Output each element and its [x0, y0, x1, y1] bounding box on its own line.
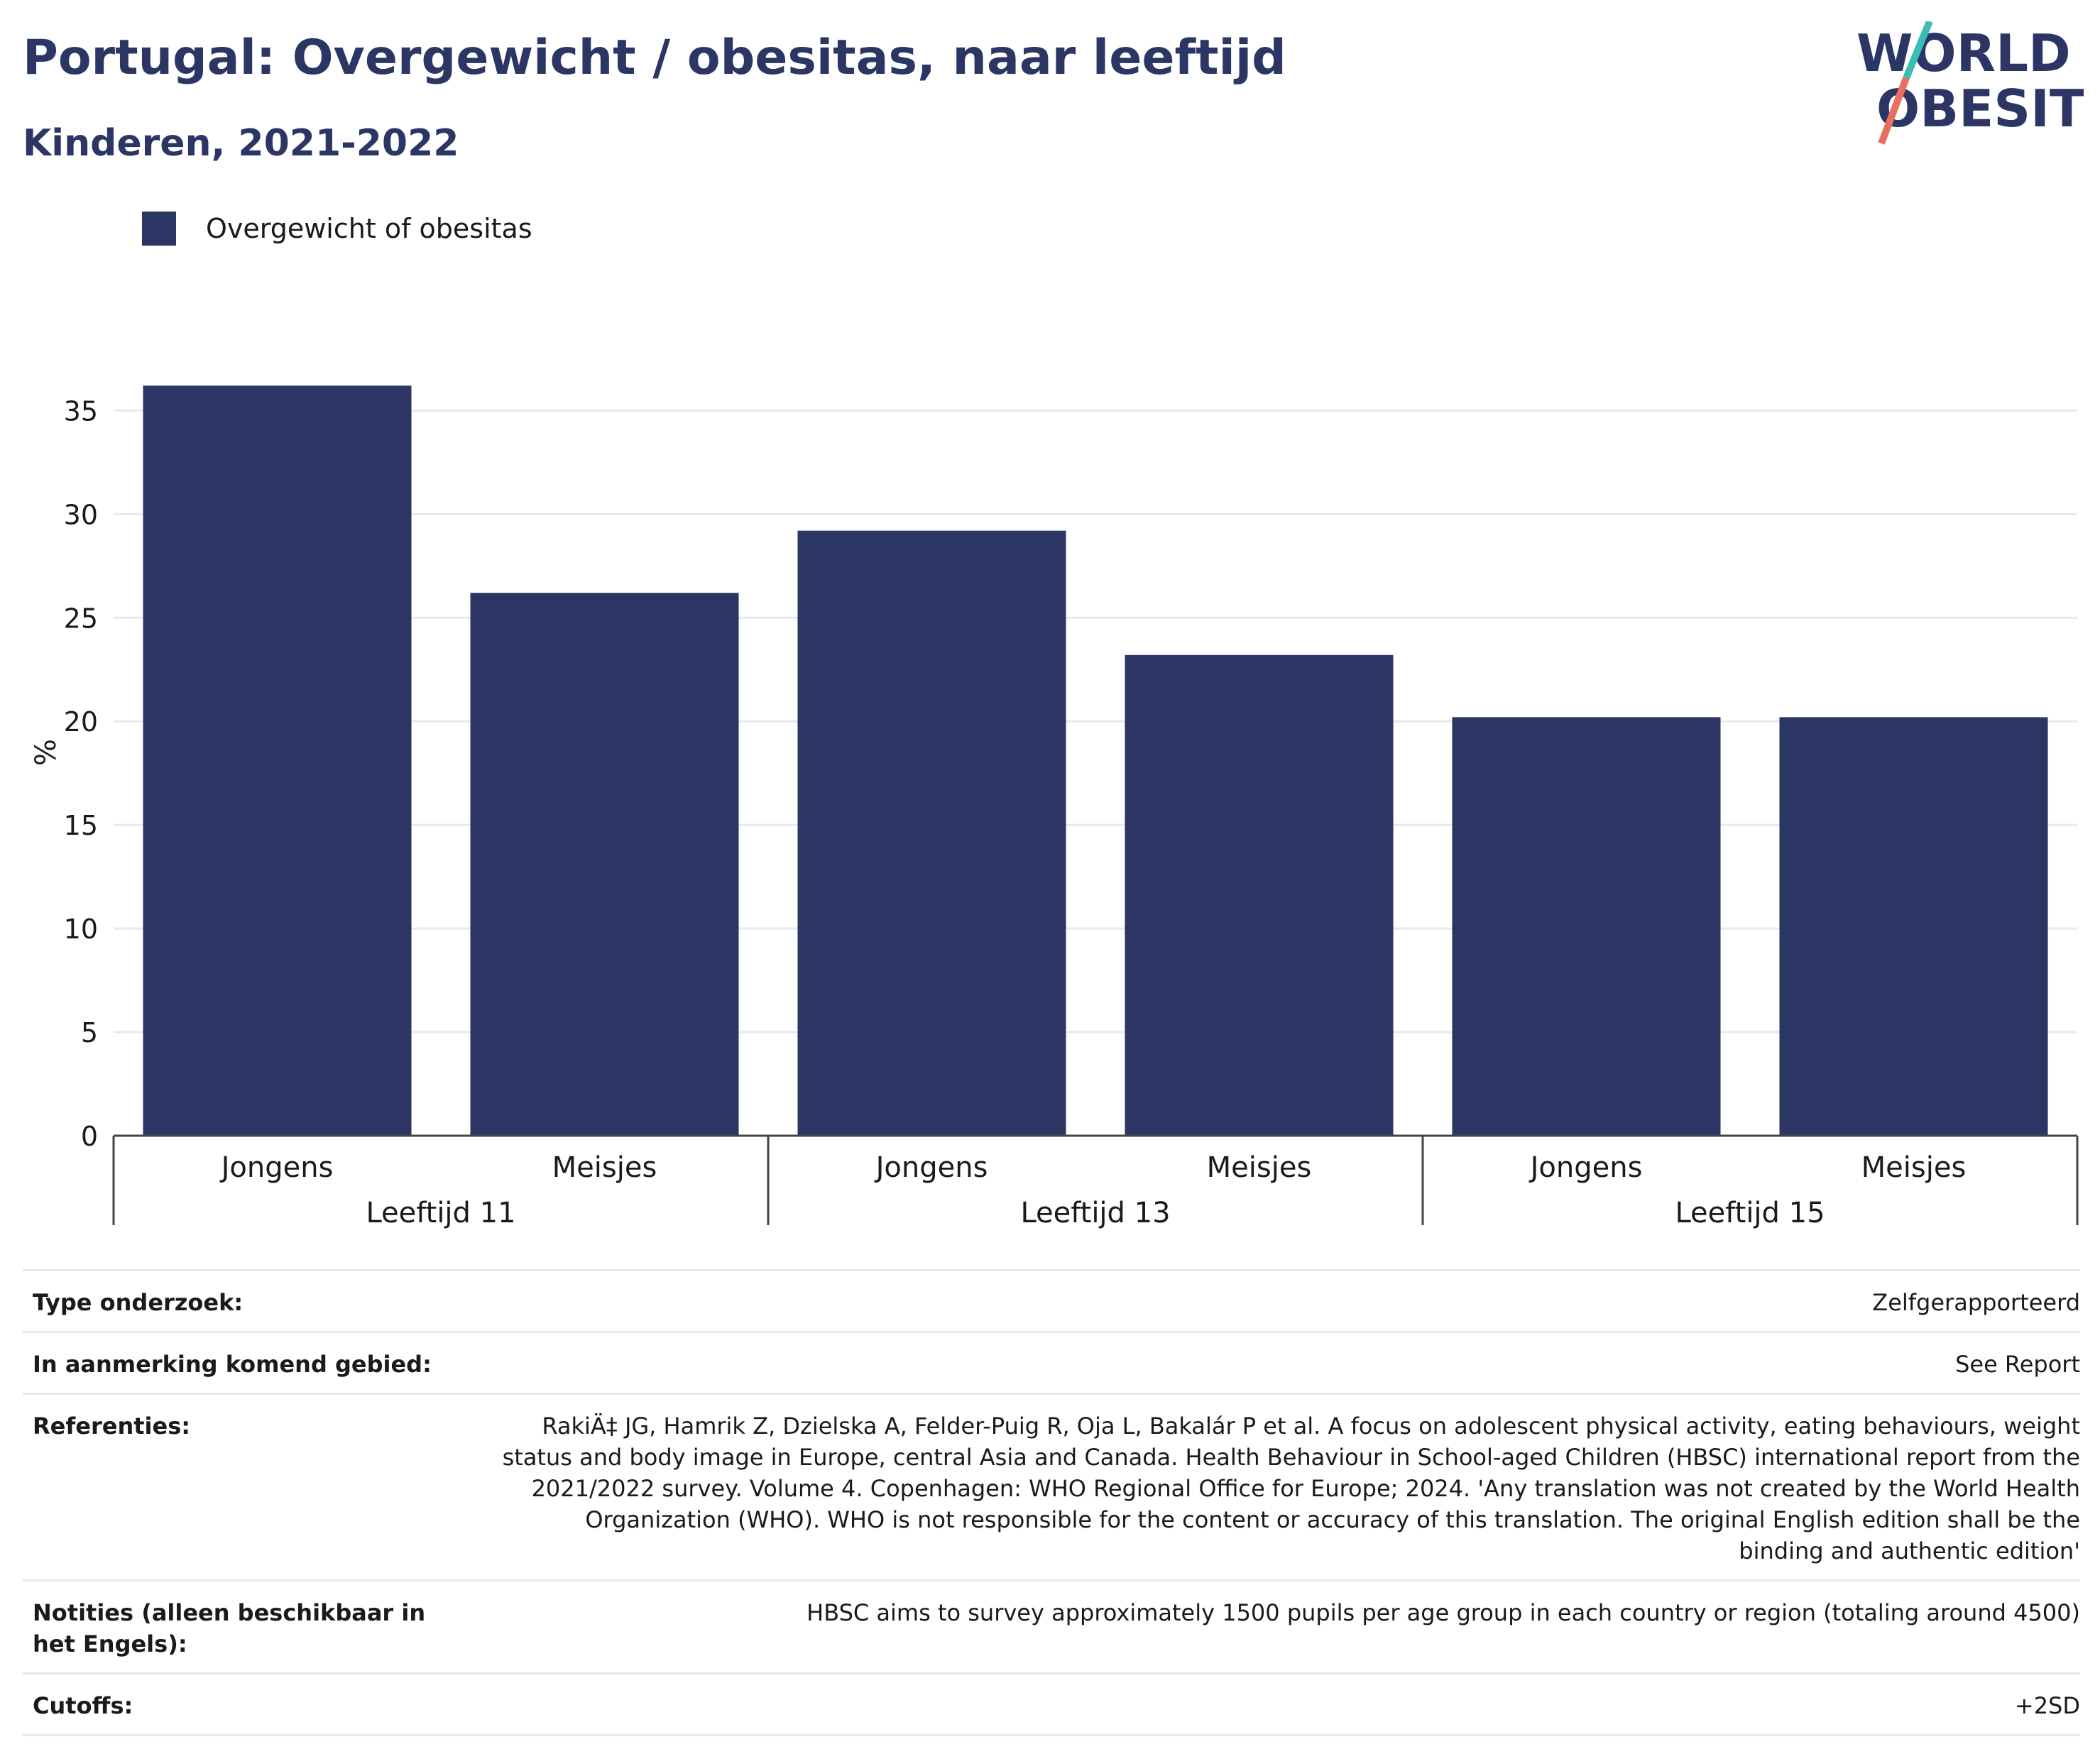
- metadata-table: Type onderzoek: Zelfgerapporteerd In aanme…: [23, 1269, 2080, 1736]
- x-category-label: Jongens: [874, 1151, 988, 1184]
- y-axis-label: %: [30, 739, 62, 766]
- metadata-value: Zelfgerapporteerd: [1872, 1289, 2080, 1316]
- x-category-label: Meisjes: [1207, 1151, 1312, 1184]
- metadata-value: HBSC aims to survey approximately 1500 p…: [806, 1599, 2080, 1626]
- metadata-row: Referenties: RakiÄ‡ JG, Hamrik Z, Dzielsk…: [23, 1393, 2080, 1579]
- x-category-label: Jongens: [1528, 1151, 1643, 1184]
- bar: [1452, 717, 1721, 1136]
- logo-line-1: WORLD: [1856, 23, 2071, 83]
- metadata-row: Cutoffs: +2SD: [23, 1672, 2080, 1736]
- x-category-label: Meisjes: [552, 1151, 657, 1184]
- x-category-label: Meisjes: [1861, 1151, 1967, 1184]
- logo-line-2: OBESITY: [1876, 79, 2084, 138]
- y-tick-label: 0: [81, 1121, 98, 1152]
- x-group-label: Leeftijd 11: [366, 1197, 515, 1229]
- legend: Overgewicht of obesitas: [142, 212, 532, 246]
- metadata-row: Type onderzoek: Zelfgerapporteerd: [23, 1269, 2080, 1331]
- legend-label: Overgewicht of obesitas: [206, 213, 532, 244]
- metadata-label: Notities (alleen beschikbaar in het Enge…: [33, 1599, 426, 1657]
- bar: [1779, 717, 2048, 1136]
- x-group-label: Leeftijd 15: [1675, 1197, 1825, 1229]
- y-tick-label: 5: [81, 1017, 98, 1048]
- y-tick-label: 15: [64, 810, 98, 841]
- chart-title: Portugal: Overgewicht / obesitas, naar l…: [23, 30, 1286, 86]
- logo-slash-coral: [1878, 77, 1910, 145]
- y-tick-label: 25: [64, 603, 98, 634]
- metadata-label: In aanmerking komend gebied:: [33, 1351, 432, 1378]
- y-tick-label: 10: [64, 914, 98, 945]
- bar: [797, 530, 1066, 1136]
- bar-chart: 0 5 10 15 20 25 30 35% Jongens Meisjes Jongens Meis…: [30, 385, 2079, 1229]
- metadata-value: +2SD: [2014, 1692, 2080, 1719]
- metadata-label: Referenties:: [33, 1413, 191, 1440]
- legend-swatch: [142, 212, 176, 246]
- metadata-value: See Report: [1955, 1351, 2080, 1378]
- bar: [470, 593, 739, 1136]
- metadata-label: Cutoffs:: [33, 1692, 133, 1719]
- metadata-label: Type onderzoek:: [33, 1289, 244, 1316]
- x-group-label: Leeftijd 13: [1020, 1197, 1170, 1229]
- y-tick-label: 20: [64, 706, 98, 738]
- bar: [143, 385, 412, 1136]
- metadata-value: RakiÄ‡ JG, Hamrik Z, Dzielska A, Felder-…: [502, 1413, 2080, 1564]
- x-category-label: Jongens: [219, 1151, 334, 1184]
- y-tick-label: 30: [64, 499, 98, 530]
- y-tick-label: 35: [64, 395, 98, 427]
- chart-subtitle: Kinderen, 2021-2022: [23, 122, 459, 165]
- world-obesity-logo: WORLD OBESITY: [1856, 21, 2084, 145]
- logo-slash-teal: [1903, 21, 1933, 80]
- bar: [1125, 654, 1394, 1136]
- metadata-row: In aanmerking komend gebied: See Report: [23, 1331, 2080, 1393]
- metadata-row: Notities (alleen beschikbaar in het Enge…: [23, 1579, 2080, 1672]
